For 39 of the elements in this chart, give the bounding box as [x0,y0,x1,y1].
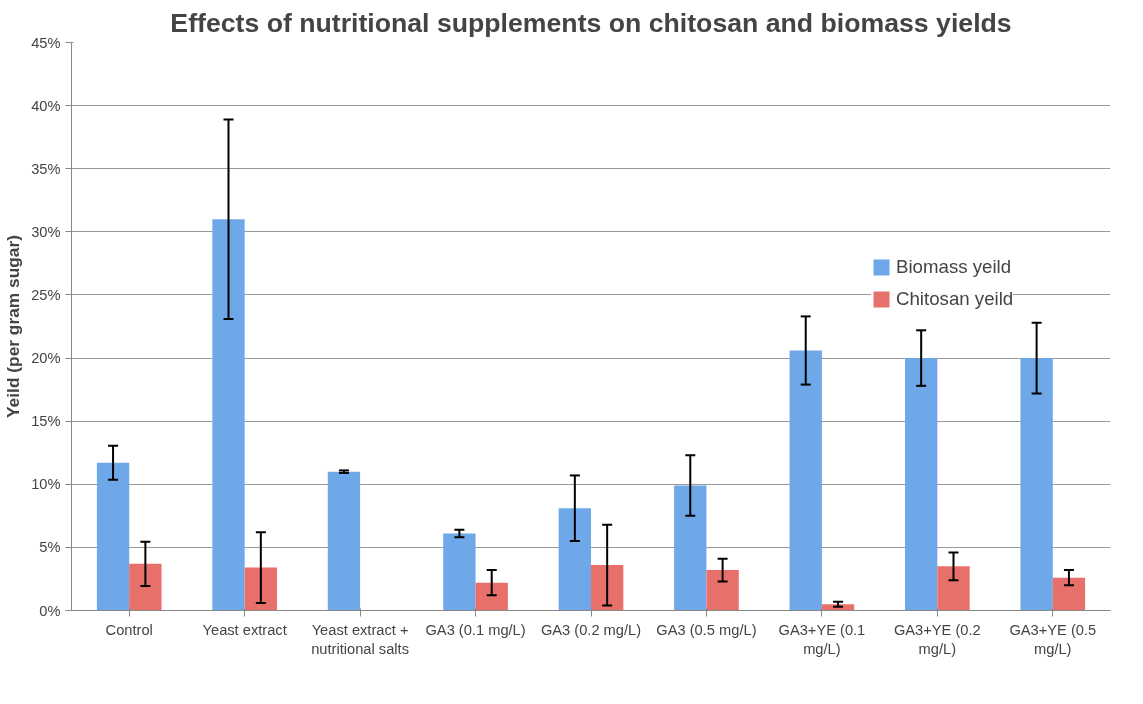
x-tick-label: GA3+YE (0.2 mg/L) [893,621,981,657]
y-tick-label: 20% [31,350,61,367]
bar [96,462,130,611]
x-tick-label: GA3 (0.5 mg/L) [656,621,757,638]
x-tick-label: Yeast extract + nutritional salts [311,621,409,657]
bar [674,485,707,611]
bar [212,219,245,611]
bar [129,563,162,611]
bar [327,471,361,611]
bar [706,570,739,611]
bar [1052,577,1086,611]
bar [443,533,476,611]
y-tick-label: 30% [31,223,61,240]
bar [591,565,624,611]
y-axis-title: Yeild (per gram sugar) [3,235,24,418]
bar [558,508,591,611]
y-tick-label: 0% [39,602,61,619]
y-tick-label: 45% [31,34,61,51]
x-tick-label: Control [105,621,153,638]
legend-label: Chitosan yeild [896,288,1014,310]
y-tick-label: 10% [31,476,61,493]
bar [937,566,970,611]
y-tick-label: 40% [31,97,61,114]
x-tick-label: Yeast extract [202,621,287,638]
chart-title: Effects of nutritional supplements on chitosan and biomass yields [170,7,1012,38]
y-tick-label: 25% [31,286,61,303]
legend-label: Biomass yeild [896,256,1012,278]
y-tick-label: 35% [31,160,61,177]
bar [1020,358,1053,611]
x-tick-label: GA3+YE (0.5 mg/L) [1009,621,1097,657]
x-tick-label: GA3+YE (0.1 mg/L) [778,621,866,657]
bar [905,358,938,611]
y-tick-label: 15% [31,413,61,430]
x-tick-label: GA3 (0.2 mg/L) [540,621,642,638]
bar [789,350,822,611]
y-tick-label: 5% [39,539,61,556]
bar [244,567,277,611]
bar [475,582,508,611]
x-tick-label: GA3 (0.1 mg/L) [425,621,526,638]
